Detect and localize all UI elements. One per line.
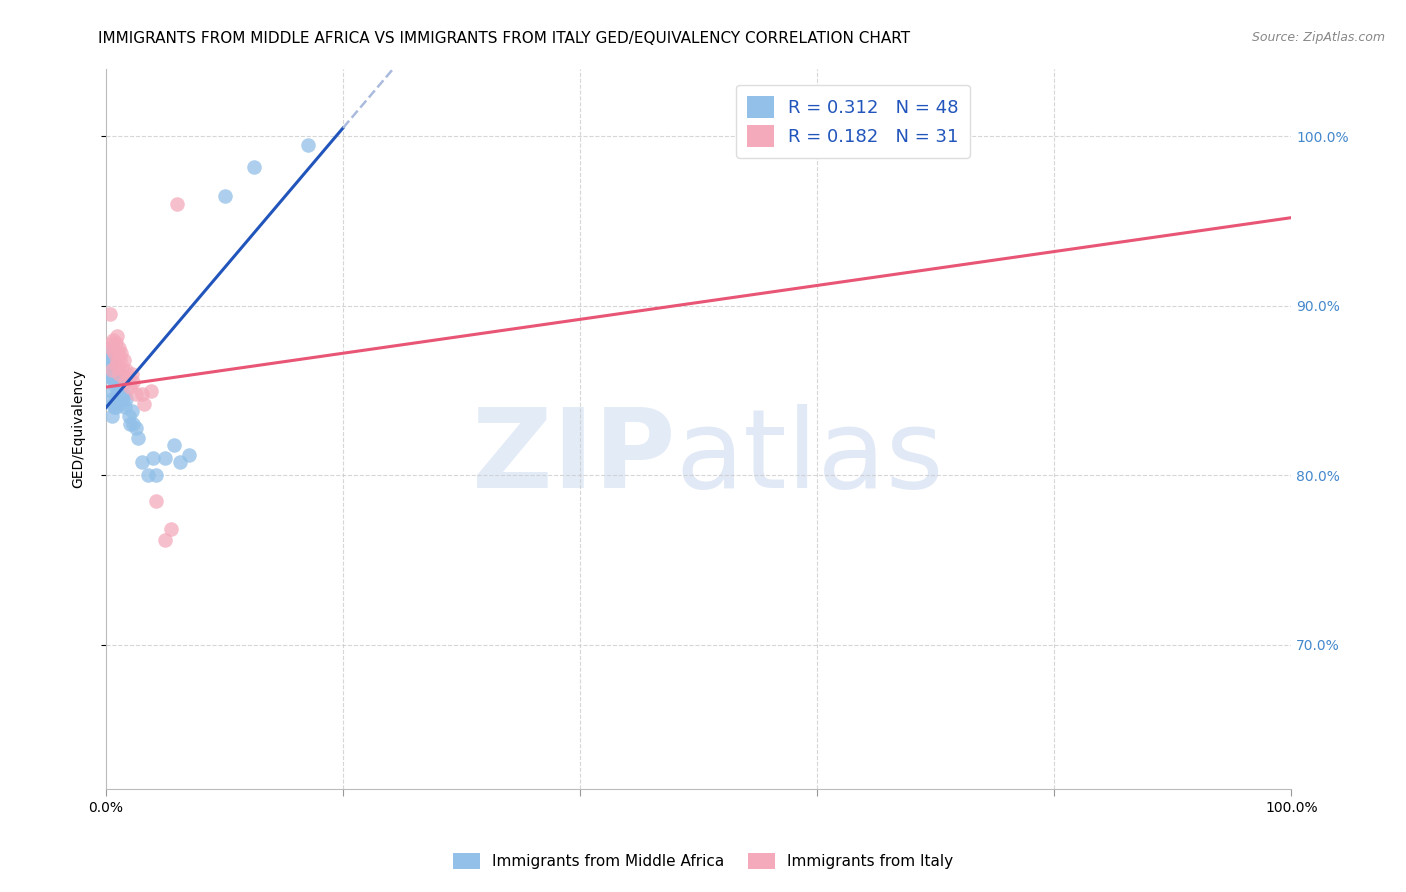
Point bbox=[136, 468, 159, 483]
Point bbox=[127, 431, 149, 445]
Point bbox=[142, 451, 165, 466]
Point bbox=[110, 380, 132, 394]
Point bbox=[101, 392, 124, 406]
Point bbox=[100, 384, 122, 398]
Point bbox=[110, 346, 132, 360]
Point bbox=[103, 350, 125, 364]
Point bbox=[155, 451, 177, 466]
Point bbox=[145, 493, 167, 508]
Point bbox=[115, 363, 138, 377]
Point bbox=[108, 341, 131, 355]
Point bbox=[162, 438, 184, 452]
Point bbox=[101, 409, 124, 423]
Point bbox=[110, 353, 132, 368]
Point bbox=[139, 384, 162, 398]
Point bbox=[166, 197, 188, 211]
Point bbox=[177, 448, 200, 462]
Point bbox=[115, 392, 138, 406]
Point bbox=[98, 370, 121, 384]
Legend: Immigrants from Middle Africa, Immigrants from Italy: Immigrants from Middle Africa, Immigrant… bbox=[447, 847, 959, 875]
Point bbox=[131, 455, 153, 469]
Point bbox=[121, 404, 143, 418]
Point bbox=[105, 370, 128, 384]
Point bbox=[243, 160, 266, 174]
Point bbox=[297, 137, 319, 152]
Point bbox=[118, 417, 141, 432]
Point bbox=[169, 455, 191, 469]
Legend: R = 0.312   N = 48, R = 0.182   N = 31: R = 0.312 N = 48, R = 0.182 N = 31 bbox=[735, 85, 970, 158]
Point bbox=[108, 367, 131, 381]
Point bbox=[105, 353, 128, 368]
Point bbox=[118, 380, 141, 394]
Point bbox=[104, 380, 127, 394]
Point bbox=[160, 523, 183, 537]
Point bbox=[112, 387, 135, 401]
Point bbox=[104, 336, 127, 351]
Y-axis label: GED/Equivalency: GED/Equivalency bbox=[72, 369, 86, 488]
Point bbox=[105, 329, 128, 343]
Point bbox=[101, 336, 124, 351]
Point bbox=[103, 401, 125, 415]
Text: atlas: atlas bbox=[675, 404, 943, 511]
Point bbox=[103, 397, 125, 411]
Point bbox=[131, 387, 153, 401]
Point bbox=[111, 363, 134, 377]
Point bbox=[114, 401, 136, 415]
Point bbox=[100, 341, 122, 355]
Point bbox=[155, 533, 177, 547]
Point bbox=[98, 350, 121, 364]
Point bbox=[103, 375, 125, 389]
Point bbox=[98, 307, 121, 321]
Point bbox=[110, 397, 132, 411]
Point bbox=[214, 188, 236, 202]
Point bbox=[103, 370, 125, 384]
Point bbox=[103, 346, 125, 360]
Point bbox=[117, 409, 139, 423]
Point bbox=[132, 397, 155, 411]
Point bbox=[103, 353, 125, 368]
Text: Source: ZipAtlas.com: Source: ZipAtlas.com bbox=[1251, 31, 1385, 45]
Point bbox=[112, 353, 135, 368]
Point bbox=[125, 387, 148, 401]
Point bbox=[117, 370, 139, 384]
Point bbox=[107, 363, 129, 377]
Point bbox=[100, 358, 122, 372]
Point bbox=[104, 358, 127, 372]
Point bbox=[108, 375, 131, 389]
Point bbox=[97, 367, 120, 381]
Point bbox=[103, 333, 125, 347]
Point bbox=[104, 363, 127, 377]
Point bbox=[114, 375, 136, 389]
Point bbox=[110, 370, 132, 384]
Point bbox=[122, 417, 145, 432]
Text: ZIP: ZIP bbox=[471, 404, 675, 511]
Point bbox=[111, 392, 134, 406]
Point bbox=[101, 363, 124, 377]
Point bbox=[105, 392, 128, 406]
Point bbox=[121, 367, 143, 381]
Point bbox=[122, 375, 145, 389]
Point bbox=[100, 341, 122, 355]
Point bbox=[104, 401, 127, 415]
Point bbox=[107, 346, 129, 360]
Text: IMMIGRANTS FROM MIDDLE AFRICA VS IMMIGRANTS FROM ITALY GED/EQUIVALENCY CORRELATI: IMMIGRANTS FROM MIDDLE AFRICA VS IMMIGRA… bbox=[98, 31, 911, 46]
Point bbox=[101, 370, 124, 384]
Point bbox=[101, 353, 124, 368]
Point bbox=[107, 387, 129, 401]
Point bbox=[145, 468, 167, 483]
Point bbox=[125, 421, 148, 435]
